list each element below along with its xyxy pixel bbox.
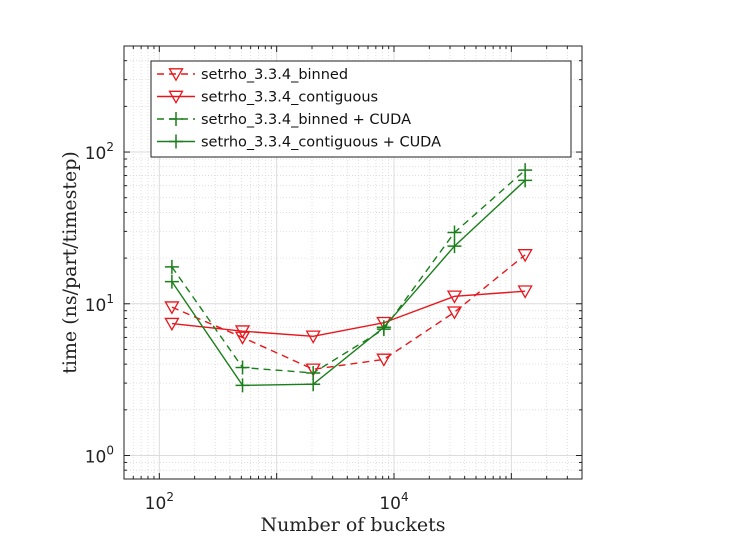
series-layer <box>164 163 533 393</box>
data-point <box>518 173 533 188</box>
x-tick-label: 104 <box>379 490 408 514</box>
y-tick-label: 102 <box>85 140 114 164</box>
series-3 <box>164 163 533 380</box>
x-axis-label: Number of buckets <box>260 514 445 536</box>
data-point <box>235 378 250 393</box>
legend-marker-sample <box>168 90 184 104</box>
legend-label: setrho_3.3.4_contiguous <box>201 90 378 106</box>
tick-labels: 102 104 100 101 102 <box>85 45 583 514</box>
data-point <box>164 317 180 332</box>
legend-label: setrho_3.3.4_contiguous + CUDA <box>201 135 441 151</box>
plot-frame <box>123 45 583 480</box>
data-point <box>446 306 463 320</box>
series-line <box>171 254 526 371</box>
legend-entry: setrho_3.3.4_contiguous + CUDA <box>157 134 441 151</box>
data-point <box>376 320 391 335</box>
legend-label: setrho_3.3.4_binned <box>201 67 348 83</box>
data-point <box>164 301 180 315</box>
series-line <box>171 169 526 374</box>
data-point <box>234 331 251 345</box>
data-point <box>376 353 392 367</box>
legend-entry: setrho_3.3.4_contiguous <box>157 90 378 106</box>
data-point <box>234 325 251 339</box>
legend: setrho_3.3.4_binned setrho_3.3.4_contiguo… <box>150 60 572 158</box>
x-tick-label: 102 <box>145 490 174 514</box>
data-point <box>447 225 462 240</box>
data-point <box>447 239 462 254</box>
data-point <box>164 259 179 274</box>
series-line <box>171 179 526 387</box>
data-point <box>235 360 250 375</box>
legend-marker-sample <box>168 68 184 82</box>
legend-entry: setrho_3.3.4_binned + CUDA <box>157 112 411 128</box>
data-point <box>306 377 321 392</box>
legend-marker-sample <box>169 112 183 126</box>
data-point <box>446 290 463 304</box>
series-1 <box>164 249 533 377</box>
legend-box <box>150 60 572 158</box>
y-axis-label: time (ns/part/timestep) <box>59 151 81 374</box>
legend-marker-sample <box>169 134 183 149</box>
data-point <box>517 285 533 299</box>
legend-label: setrho_3.3.4_binned + CUDA <box>201 112 411 128</box>
y-tick-label: 101 <box>85 292 114 316</box>
series-2 <box>164 285 533 344</box>
data-point <box>164 274 179 289</box>
data-point <box>305 363 321 377</box>
y-tick-label: 100 <box>85 443 114 467</box>
series-line <box>171 290 526 338</box>
legend-entry: setrho_3.3.4_binned <box>157 67 348 83</box>
data-point <box>305 330 321 344</box>
data-point <box>517 249 533 263</box>
series-4 <box>164 173 533 393</box>
